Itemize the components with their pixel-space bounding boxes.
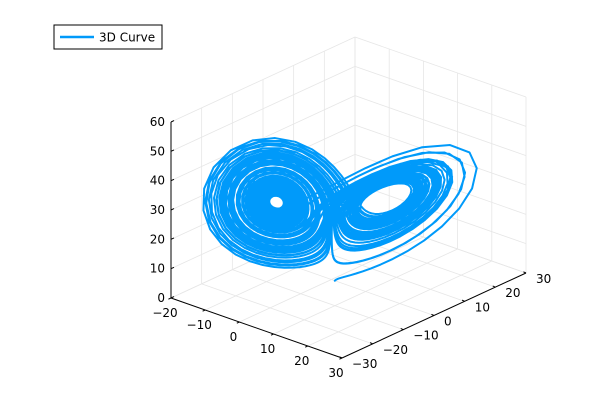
z-tick [170,120,175,123]
x-tick-label: 20 [294,354,309,368]
z-tick-label: 50 [150,144,165,158]
x-tick-label: −10 [187,318,212,332]
legend-label: 3D Curve [99,31,155,45]
legend: 3D Curve [53,24,163,50]
z-tick [170,149,175,152]
z-tick-label: 0 [157,291,165,305]
z-tick-label: 10 [150,262,165,276]
y-tick [431,313,435,316]
grid-line [354,65,527,127]
z-tick [170,178,175,182]
z-tick [170,266,175,270]
grid-line [170,95,356,182]
tick-labels: −20 −10 0 10 20 30 −30 −20 −10 0 10 20 30 0 10 20 30 40 50… [150,115,552,380]
series-line-3d-curve [202,137,478,282]
grid-line [170,65,356,152]
x-tick [304,345,309,348]
grid-line [354,36,527,98]
x-tick-label: −20 [152,306,177,320]
x-tick [270,333,274,336]
z-tick-label: 40 [150,174,165,188]
y-tick [523,271,527,274]
x-tick-label: 30 [328,366,343,380]
y-tick-label: −10 [413,329,438,343]
axes [168,120,527,360]
y-tick [339,356,343,359]
x-tick-label: 0 [230,330,238,344]
y-tick [461,299,465,302]
grid-line [170,36,356,123]
grid-line [354,95,527,157]
y-tick-label: 20 [505,286,520,300]
x-tick [202,309,206,312]
z-tick [170,237,175,240]
grid-line [170,124,356,211]
x-axis-line [170,297,343,359]
z-tick-label: 20 [150,232,165,246]
grid-line [232,269,404,331]
y-tick-label: −30 [352,357,377,371]
y-tick-label: 10 [475,300,490,314]
z-tick-label: 30 [150,203,165,217]
grid-line [201,283,373,345]
x-tick [236,321,240,324]
z-tick [170,208,175,211]
y-tick-label: 30 [536,272,551,286]
y-tick-label: −20 [383,343,408,357]
z-tick-label: 60 [150,115,165,129]
y-tick [492,285,496,288]
grid-line [354,183,527,245]
z-tick [170,296,175,299]
grid-line [354,124,527,186]
y-tick-label: 0 [444,315,452,329]
x-tick [168,297,172,300]
y-tick [369,342,373,345]
series-layer [202,137,478,282]
y-tick [400,328,404,331]
x-tick-label: 10 [260,342,275,356]
